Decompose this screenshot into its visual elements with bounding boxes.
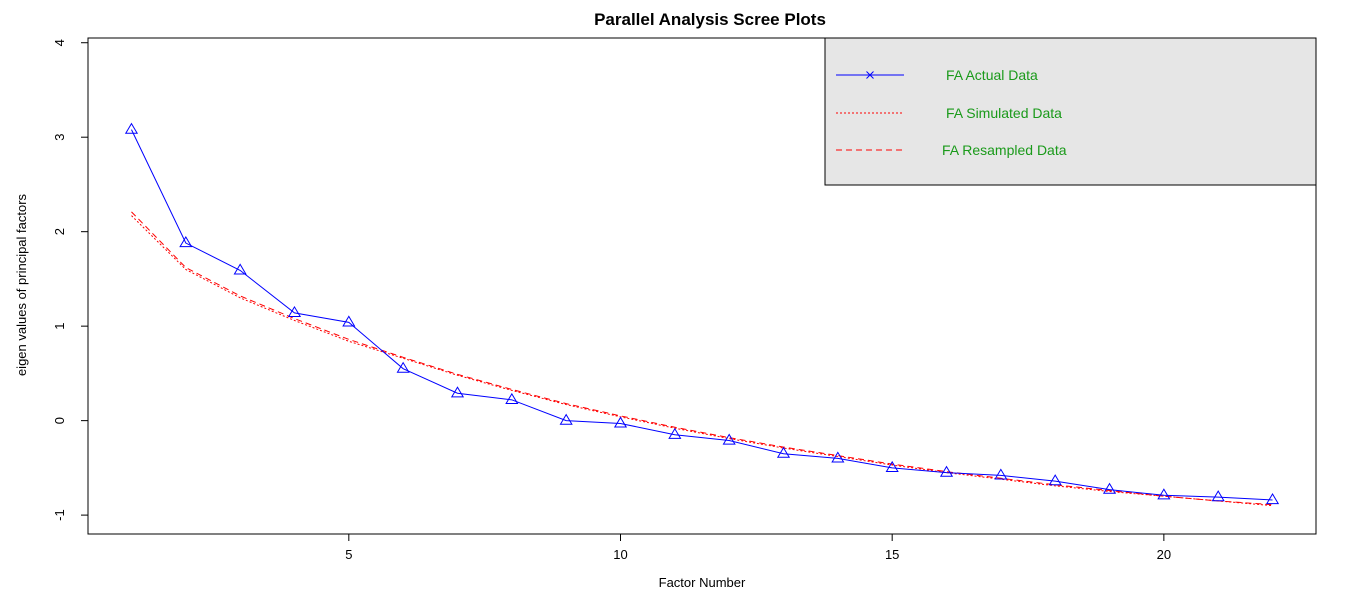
legend-label-2: FA Resampled Data (942, 142, 1067, 158)
data-point (179, 236, 193, 248)
data-point (450, 386, 465, 398)
series-layer (124, 122, 1280, 507)
data-point (994, 468, 1008, 480)
chart-title: Parallel Analysis Scree Plots (594, 10, 826, 29)
series-line-1 (131, 215, 1273, 507)
data-point (1048, 474, 1062, 486)
data-point (124, 122, 139, 134)
x-tick-label: 10 (613, 547, 627, 562)
data-point (1157, 488, 1171, 500)
y-tick-label: 3 (52, 134, 67, 141)
x-axis-label: Factor Number (659, 575, 746, 590)
data-point (1265, 493, 1280, 505)
y-axis-label: eigen values of principal factors (14, 193, 29, 376)
data-point (1102, 482, 1117, 494)
data-point (505, 392, 519, 404)
data-point (722, 433, 736, 445)
x-tick-label: 15 (885, 547, 899, 562)
y-tick-label: 4 (52, 39, 67, 46)
y-tick-label: 1 (52, 323, 67, 330)
legend-marker-x-icon (866, 71, 874, 79)
y-tick-label: -1 (52, 509, 67, 521)
legend-label-0: FA Actual Data (946, 67, 1038, 83)
data-point (233, 263, 247, 275)
data-point (776, 446, 791, 458)
data-point (1211, 490, 1225, 502)
y-tick-label: 0 (52, 417, 67, 424)
legend: FA Actual Data FA Simulated Data FA Resamp… (824, 37, 1317, 186)
series-line-0 (131, 129, 1273, 501)
data-point (342, 315, 356, 327)
data-point (559, 413, 573, 425)
data-point (668, 427, 682, 439)
x-axis: 5 10 15 20 (345, 534, 1171, 562)
plot-frame (87, 37, 1317, 535)
series-line-2 (131, 211, 1273, 506)
y-axis: -1 0 1 2 3 4 (52, 39, 88, 521)
x-tick-label: 5 (345, 547, 352, 562)
data-point (287, 305, 302, 318)
legend-box (824, 37, 1317, 186)
legend-label-1: FA Simulated Data (946, 105, 1062, 121)
data-point (831, 451, 845, 463)
x-tick-label: 20 (1157, 547, 1171, 562)
y-tick-label: 2 (52, 228, 67, 235)
data-point (939, 465, 954, 477)
data-point (885, 460, 899, 472)
data-point (613, 416, 628, 428)
data-point (396, 361, 410, 373)
